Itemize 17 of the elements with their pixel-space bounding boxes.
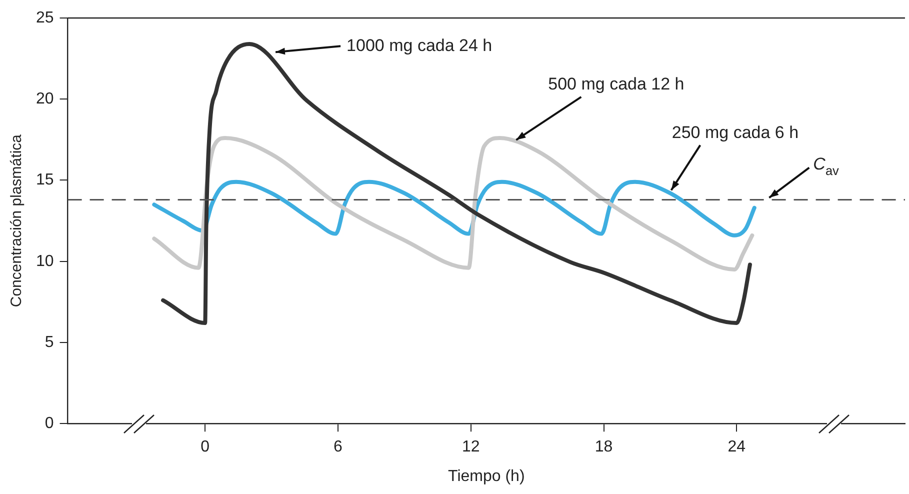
y-tick-label: 10 <box>36 252 54 270</box>
x-tick-label: 6 <box>334 438 343 456</box>
x-tick-label: 0 <box>200 438 210 456</box>
annotation: 250 mg cada 6 h <box>672 122 799 142</box>
x-tick-label: 24 <box>728 438 746 456</box>
annotation: 500 mg cada 12 h <box>548 74 684 94</box>
y-axis-title: Concentración plasmática <box>8 134 26 308</box>
y-tick-label: 0 <box>44 415 54 432</box>
annotation: 1000 mg cada 24 h <box>346 36 492 55</box>
y-tick-label: 25 <box>36 9 54 26</box>
x-tick-label: 18 <box>594 438 613 456</box>
x-tick-label: 12 <box>462 438 480 456</box>
line-series <box>152 180 756 238</box>
y-tick-label: 20 <box>36 90 54 108</box>
y-tick-label: 15 <box>36 172 54 189</box>
x-axis-title: Tiempo (h) <box>448 468 525 485</box>
y-tick-label: 5 <box>44 334 54 351</box>
